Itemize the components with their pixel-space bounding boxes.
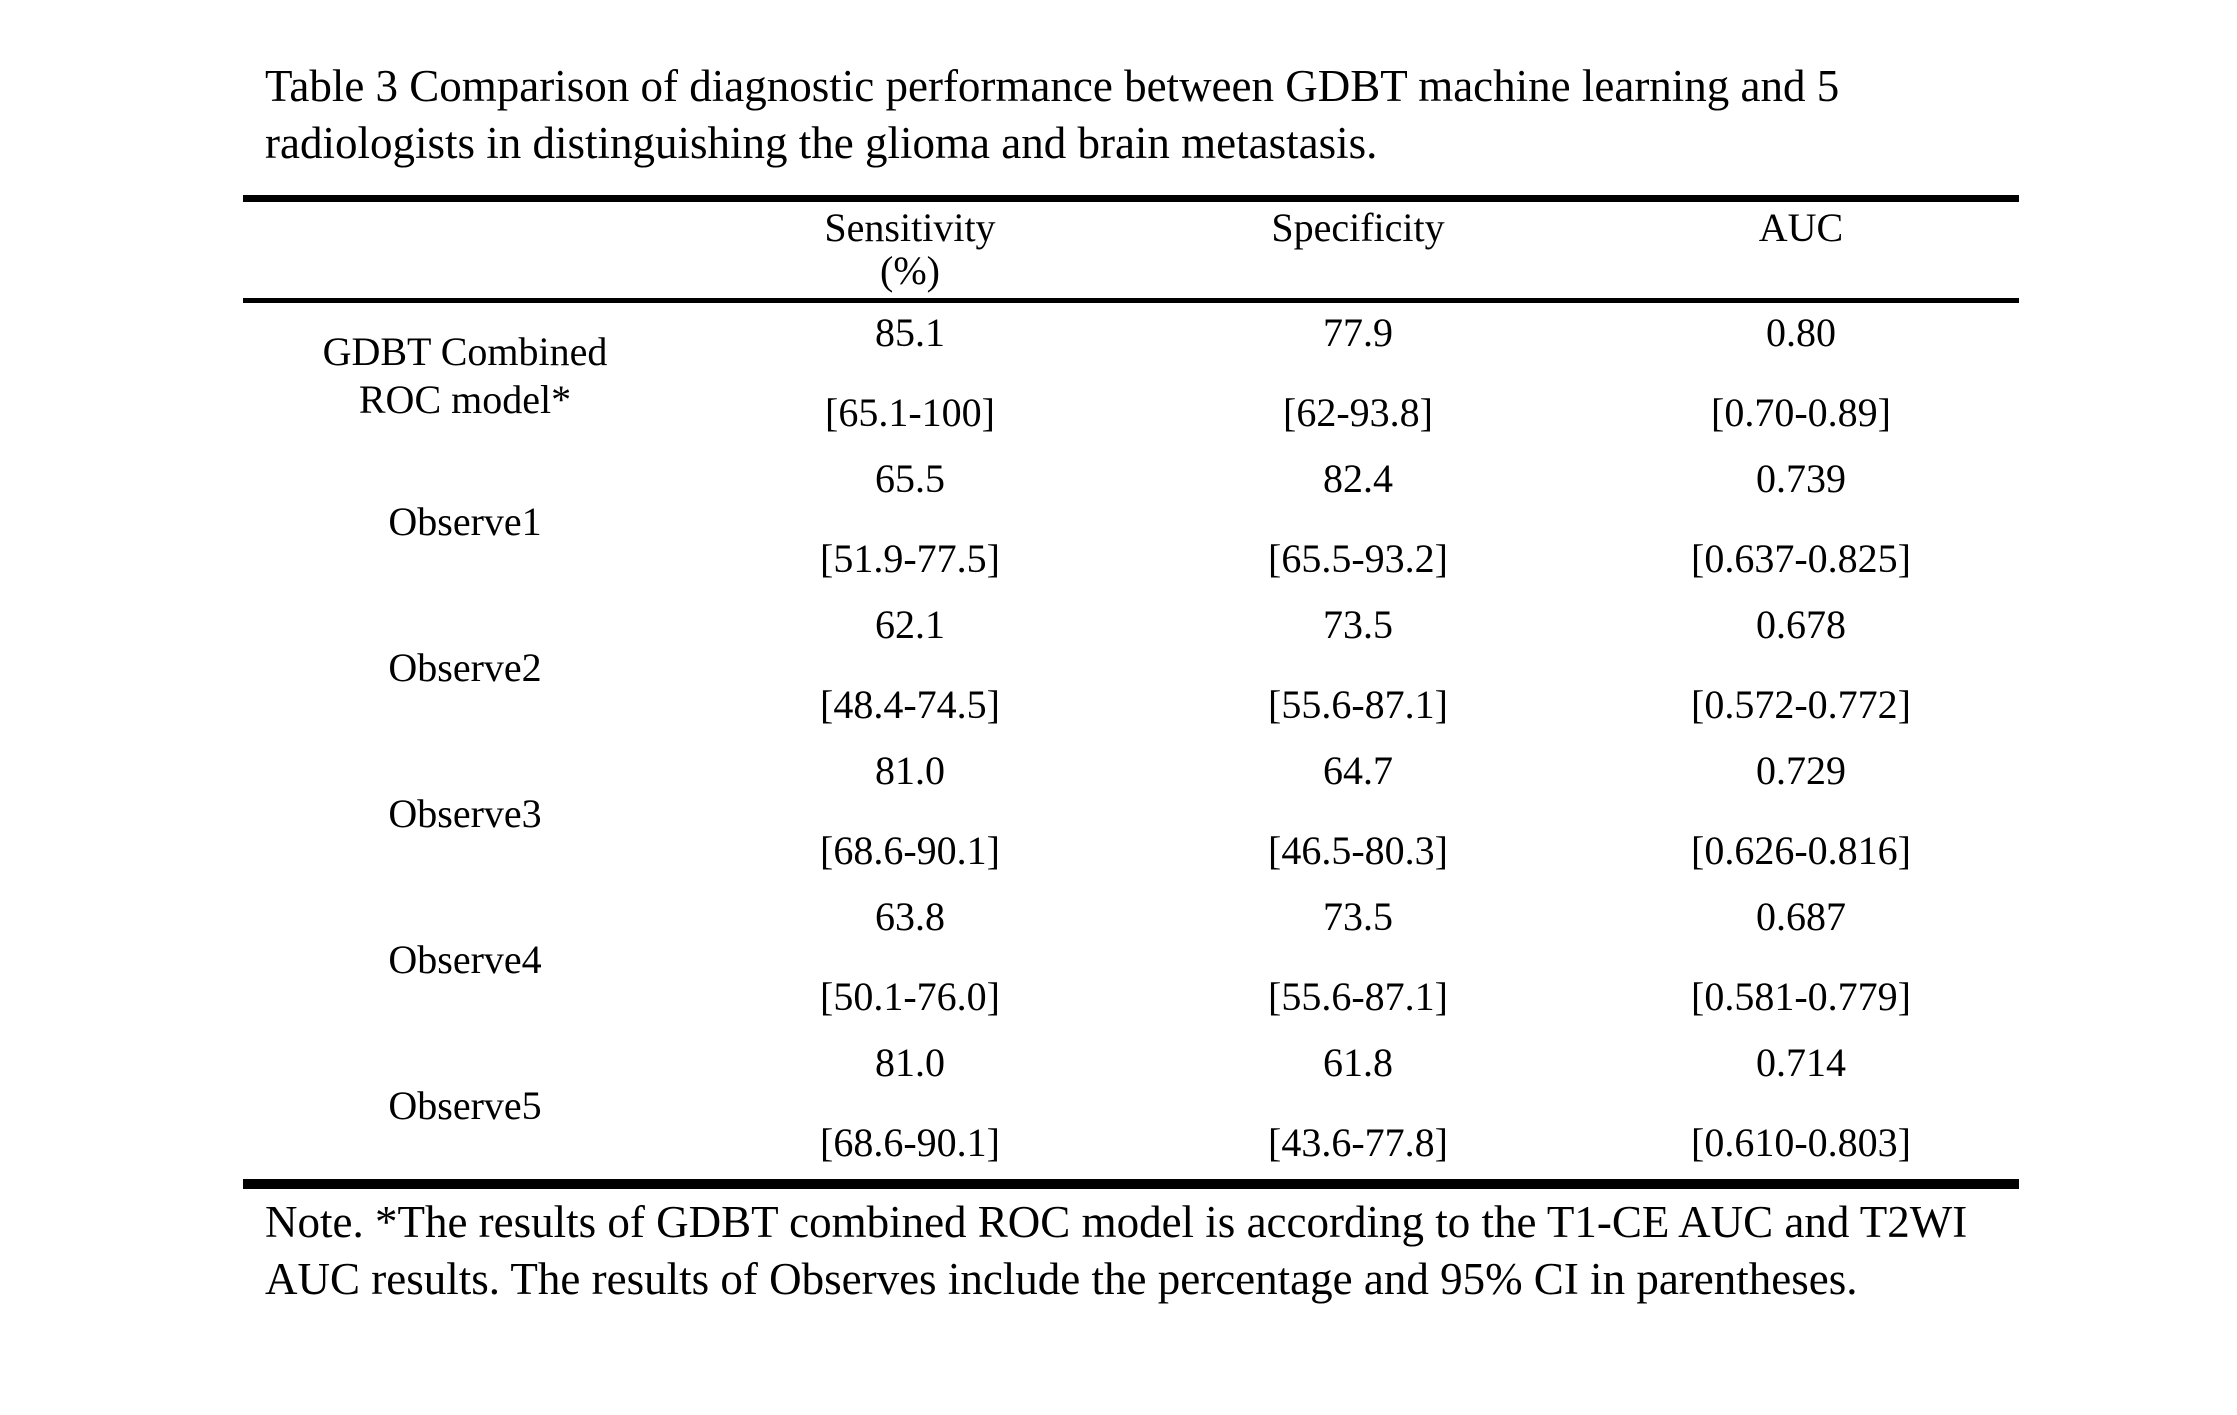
row-label-observe5: Observe5 — [388, 1083, 542, 1128]
sensitivity-value: 81.0 — [875, 1040, 945, 1085]
auc-value: 0.687 — [1756, 894, 1846, 939]
row-label-observe3: Observe3 — [388, 791, 542, 836]
sensitivity-ci: [68.6-90.1] — [820, 1120, 1000, 1165]
sensitivity-value: 85.1 — [875, 310, 945, 355]
table-note: Note. *The results of GDBT combined ROC … — [265, 1197, 1968, 1304]
table-row-observe4: Observe4 63.8 [50.1-76.0] 73.5 [55.6-87.… — [243, 887, 2019, 1033]
sensitivity-value: 65.5 — [875, 456, 945, 501]
auc-cell: 0.80 [0.70-0.89] — [1583, 301, 2019, 450]
specificity-cell: 64.7 [46.5-80.3] — [1133, 741, 1583, 887]
specificity-ci: [62-93.8] — [1283, 390, 1433, 435]
specificity-cell: 77.9 [62-93.8] — [1133, 301, 1583, 450]
header-sensitivity: Sensitivity (%) — [687, 198, 1133, 303]
auc-ci: [0.610-0.803] — [1691, 1120, 1911, 1165]
specificity-value: 61.8 — [1323, 1040, 1393, 1085]
auc-value: 0.739 — [1756, 456, 1846, 501]
header-auc: AUC — [1583, 198, 2019, 303]
auc-value: 0.80 — [1766, 310, 1836, 355]
specificity-ci: [55.6-87.1] — [1268, 682, 1448, 727]
table-row-observe3: Observe3 81.0 [68.6-90.1] 64.7 [46.5-80.… — [243, 741, 2019, 887]
header-row: Sensitivity (%) Specificity AUC — [243, 198, 2019, 303]
specificity-value: 82.4 — [1323, 456, 1393, 501]
sensitivity-cell: 85.1 [65.1-100] — [687, 301, 1133, 450]
row-label-observe1: Observe1 — [388, 499, 542, 544]
sensitivity-ci: [50.1-76.0] — [820, 974, 1000, 1019]
sensitivity-cell: 62.1 [48.4-74.5] — [687, 595, 1133, 741]
table-header: Sensitivity (%) Specificity AUC — [243, 198, 2019, 303]
auc-value: 0.678 — [1756, 602, 1846, 647]
results-table: Sensitivity (%) Specificity AUC GDBT Com… — [243, 195, 2019, 1189]
auc-value: 0.714 — [1756, 1040, 1846, 1085]
table-row-observe5: Observe5 81.0 [68.6-90.1] 61.8 [43.6-77.… — [243, 1033, 2019, 1184]
sensitivity-cell: 81.0 [68.6-90.1] — [687, 1033, 1133, 1184]
row-label-gdbt: GDBT Combined ROC model* — [322, 329, 608, 422]
sensitivity-cell: 65.5 [51.9-77.5] — [687, 449, 1133, 595]
sensitivity-cell: 81.0 [68.6-90.1] — [687, 741, 1133, 887]
auc-ci: [0.581-0.779] — [1691, 974, 1911, 1019]
specificity-value: 77.9 — [1323, 310, 1393, 355]
sensitivity-cell: 63.8 [50.1-76.0] — [687, 887, 1133, 1033]
specificity-value: 73.5 — [1323, 894, 1393, 939]
auc-ci: [0.572-0.772] — [1691, 682, 1911, 727]
specificity-value: 64.7 — [1323, 748, 1393, 793]
auc-cell: 0.729 [0.626-0.816] — [1583, 741, 2019, 887]
auc-cell: 0.687 [0.581-0.779] — [1583, 887, 2019, 1033]
row-label-observe2: Observe2 — [388, 645, 542, 690]
sensitivity-ci: [51.9-77.5] — [820, 536, 1000, 581]
header-sensitivity-unit: (%) — [880, 248, 940, 293]
specificity-ci: [65.5-93.2] — [1268, 536, 1448, 581]
sensitivity-value: 62.1 — [875, 602, 945, 647]
auc-ci: [0.626-0.816] — [1691, 828, 1911, 873]
specificity-ci: [46.5-80.3] — [1268, 828, 1448, 873]
table-caption: Table 3 Comparison of diagnostic perform… — [265, 61, 1840, 168]
header-specificity: Specificity — [1133, 198, 1583, 303]
auc-cell: 0.739 [0.637-0.825] — [1583, 449, 2019, 595]
specificity-value: 73.5 — [1323, 602, 1393, 647]
specificity-ci: [43.6-77.8] — [1268, 1120, 1448, 1165]
table-row-gdbt: GDBT Combined ROC model* 85.1 [65.1-100]… — [243, 301, 2019, 450]
auc-cell: 0.714 [0.610-0.803] — [1583, 1033, 2019, 1184]
row-label-observe4: Observe4 — [388, 937, 542, 982]
specificity-cell: 73.5 [55.6-87.1] — [1133, 887, 1583, 1033]
header-row-label — [243, 198, 687, 303]
auc-cell: 0.678 [0.572-0.772] — [1583, 595, 2019, 741]
table-row-observe1: Observe1 65.5 [51.9-77.5] 82.4 [65.5-93.… — [243, 449, 2019, 595]
sensitivity-ci: [68.6-90.1] — [820, 828, 1000, 873]
table-row-observe2: Observe2 62.1 [48.4-74.5] 73.5 [55.6-87.… — [243, 595, 2019, 741]
specificity-cell: 82.4 [65.5-93.2] — [1133, 449, 1583, 595]
header-sensitivity-label: Sensitivity — [824, 205, 996, 250]
sensitivity-value: 63.8 — [875, 894, 945, 939]
auc-ci: [0.70-0.89] — [1711, 390, 1891, 435]
sensitivity-ci: [65.1-100] — [825, 390, 995, 435]
specificity-cell: 73.5 [55.6-87.1] — [1133, 595, 1583, 741]
auc-ci: [0.637-0.825] — [1691, 536, 1911, 581]
specificity-cell: 61.8 [43.6-77.8] — [1133, 1033, 1583, 1184]
sensitivity-ci: [48.4-74.5] — [820, 682, 1000, 727]
sensitivity-value: 81.0 — [875, 748, 945, 793]
auc-value: 0.729 — [1756, 748, 1846, 793]
specificity-ci: [55.6-87.1] — [1268, 974, 1448, 1019]
table-body: GDBT Combined ROC model* 85.1 [65.1-100]… — [243, 301, 2019, 1185]
